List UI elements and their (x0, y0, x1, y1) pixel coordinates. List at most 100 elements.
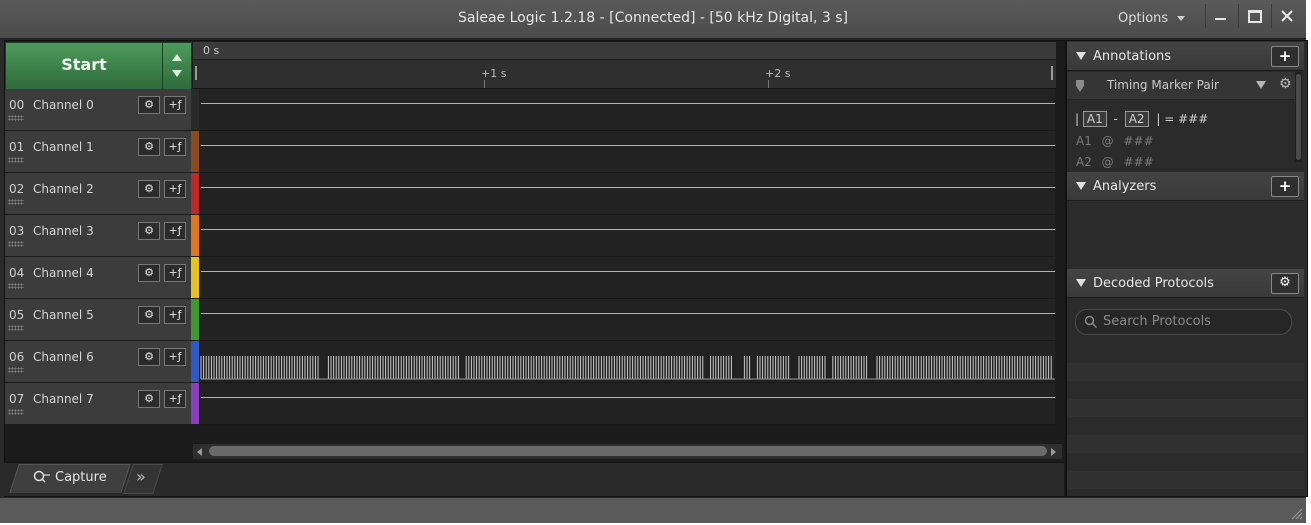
channel-color-bar (191, 341, 199, 382)
minimize-button[interactable] (1205, 4, 1236, 28)
time-ruler[interactable]: 0 s +1 s +2 s (193, 42, 1056, 89)
signal-high-line (201, 271, 1055, 272)
channel-name[interactable]: Channel 2 (33, 182, 94, 196)
channel-name[interactable]: Channel 3 (33, 224, 94, 238)
a1-value: ### (1123, 134, 1154, 148)
add-analyzer-button[interactable]: + (1271, 176, 1299, 197)
channel-waveform[interactable] (199, 383, 1055, 425)
gear-icon[interactable]: ⚙ (1271, 273, 1299, 294)
drag-handle-icon[interactable] (8, 157, 24, 163)
marker-dropdown-icon[interactable] (1256, 81, 1266, 89)
drag-handle-icon[interactable] (8, 367, 24, 373)
gear-icon[interactable]: ⚙ (138, 96, 160, 114)
annotations-header[interactable]: Annotations + (1067, 42, 1304, 71)
timing-marker-row[interactable]: Timing Marker Pair ⚙ (1067, 72, 1295, 100)
side-scrollbar-thumb[interactable] (1296, 74, 1301, 160)
channel-number: 01 (9, 140, 25, 154)
channel-number: 04 (9, 266, 25, 280)
formula-result: | = ### (1156, 112, 1209, 126)
marker-a2-chip[interactable]: A2 (1124, 111, 1149, 127)
drag-handle-icon[interactable] (8, 199, 24, 205)
channel-name[interactable]: Channel 1 (33, 140, 94, 154)
signal-high-line (201, 145, 1055, 146)
channel-number: 03 (9, 224, 25, 238)
gear-icon[interactable]: ⚙ (138, 180, 160, 198)
maximize-icon (1248, 10, 1262, 23)
chevron-up-icon (172, 54, 182, 61)
channel-number: 06 (9, 350, 25, 364)
channel-name[interactable]: Channel 4 (33, 266, 94, 280)
channel-waveform[interactable] (199, 299, 1055, 341)
channel-name[interactable]: Channel 7 (33, 392, 94, 406)
trigger-edge-icon[interactable]: +ƒ (164, 264, 186, 282)
analyzers-header[interactable]: Analyzers + (1067, 172, 1304, 201)
gear-icon[interactable]: ⚙ (138, 348, 160, 366)
channel-row[interactable]: 06 Channel 6 ⚙ +ƒ (5, 341, 191, 383)
options-menu[interactable]: Options (1118, 11, 1186, 26)
channel-waveform[interactable] (199, 215, 1055, 257)
marker-a1-chip[interactable]: A1 (1082, 111, 1107, 127)
channel-row[interactable]: 01 Channel 1 ⚙ +ƒ (5, 131, 191, 173)
close-icon (1281, 10, 1293, 22)
drag-handle-icon[interactable] (8, 283, 24, 289)
gear-icon[interactable]: ⚙ (138, 390, 160, 408)
drag-handle-icon[interactable] (8, 325, 24, 331)
channel-color-bar (191, 299, 199, 340)
title-bar: Saleae Logic 1.2.18 - [Connected] - [50 … (0, 0, 1306, 39)
a2-value: ### (1123, 155, 1154, 169)
tab-capture-label: Capture (55, 470, 107, 485)
channel-name[interactable]: Channel 6 (33, 350, 94, 364)
trigger-edge-icon[interactable]: +ƒ (164, 222, 186, 240)
trigger-edge-icon[interactable]: +ƒ (164, 138, 186, 156)
ruler-tick (768, 80, 769, 88)
channel-row[interactable]: 04 Channel 4 ⚙ +ƒ (5, 257, 191, 299)
drag-handle-icon[interactable] (8, 241, 24, 247)
drag-handle-icon[interactable] (8, 409, 24, 415)
gear-icon[interactable]: ⚙ (138, 222, 160, 240)
scrollbar-thumb[interactable] (209, 446, 1047, 456)
channel-waveform[interactable] (199, 89, 1055, 131)
signal-high-line (201, 229, 1055, 230)
gear-icon[interactable]: ⚙ (1279, 76, 1292, 92)
options-label: Options (1118, 11, 1169, 26)
trigger-edge-icon[interactable]: +ƒ (164, 390, 186, 408)
scroll-right-icon[interactable] (1051, 448, 1056, 456)
ruler-origin-label: 0 s (203, 44, 220, 57)
channel-row[interactable]: 02 Channel 2 ⚙ +ƒ (5, 173, 191, 215)
maximize-button[interactable] (1238, 4, 1269, 28)
side-scrollbar[interactable] (1295, 72, 1302, 162)
ruler-left-marker (195, 66, 197, 80)
add-annotation-button[interactable]: + (1271, 46, 1299, 67)
start-options-button[interactable] (162, 42, 192, 90)
gear-icon[interactable]: ⚙ (138, 138, 160, 156)
trigger-edge-icon[interactable]: +ƒ (164, 96, 186, 114)
channel-waveform[interactable] (199, 257, 1055, 299)
horizontal-scrollbar[interactable] (193, 443, 1062, 459)
scroll-left-icon[interactable] (197, 448, 202, 456)
drag-handle-icon[interactable] (8, 115, 24, 121)
resize-grip-icon[interactable] (1289, 506, 1303, 520)
gear-icon[interactable]: ⚙ (138, 306, 160, 324)
search-protocols-input[interactable]: Search Protocols (1075, 309, 1292, 335)
trigger-edge-icon[interactable]: +ƒ (164, 348, 186, 366)
channel-waveform[interactable] (199, 341, 1055, 383)
channel-row[interactable]: 05 Channel 5 ⚙ +ƒ (5, 299, 191, 341)
decoded-protocols-header[interactable]: Decoded Protocols ⚙ (1067, 269, 1304, 298)
trigger-edge-icon[interactable]: +ƒ (164, 306, 186, 324)
channel-name[interactable]: Channel 5 (33, 308, 94, 322)
channel-color-bar (191, 383, 199, 424)
channel-row[interactable]: 03 Channel 3 ⚙ +ƒ (5, 215, 191, 257)
ruler-tick-label: +2 s (765, 67, 791, 80)
start-button[interactable]: Start (5, 42, 163, 90)
decoded-protocols-title: Decoded Protocols (1093, 276, 1214, 291)
close-button[interactable] (1271, 4, 1302, 28)
channel-waveform[interactable] (199, 173, 1055, 215)
channel-color-bar (191, 215, 199, 256)
channel-waveform[interactable] (199, 131, 1055, 173)
gear-icon[interactable]: ⚙ (138, 264, 160, 282)
trigger-edge-icon[interactable]: +ƒ (164, 180, 186, 198)
channel-row[interactable]: 07 Channel 7 ⚙ +ƒ (5, 383, 191, 425)
channel-name[interactable]: Channel 0 (33, 98, 94, 112)
channel-row[interactable]: 00 Channel 0 ⚙ +ƒ (5, 89, 191, 131)
search-icon (1084, 315, 1098, 329)
